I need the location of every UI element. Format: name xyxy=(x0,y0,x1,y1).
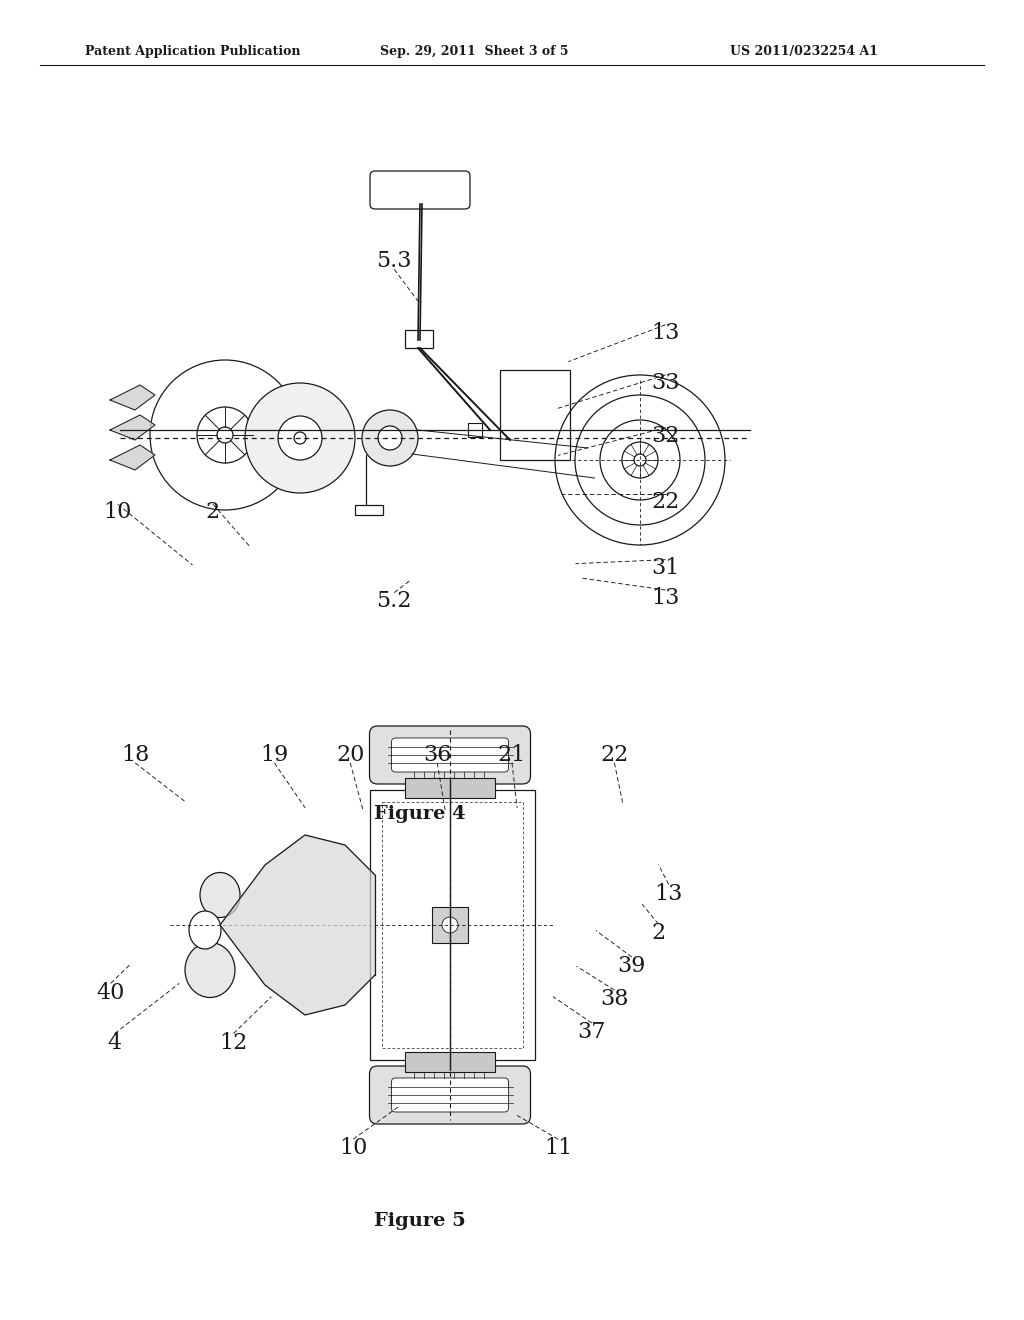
Polygon shape xyxy=(110,445,155,470)
Text: 2: 2 xyxy=(206,502,220,523)
Text: 22: 22 xyxy=(651,491,680,512)
Circle shape xyxy=(362,411,418,466)
Bar xyxy=(534,422,547,437)
Bar xyxy=(406,1052,495,1072)
Circle shape xyxy=(622,442,658,478)
Text: 2: 2 xyxy=(651,923,666,944)
Bar xyxy=(382,803,523,1048)
Text: 32: 32 xyxy=(651,425,680,446)
Text: 13: 13 xyxy=(651,322,680,343)
Ellipse shape xyxy=(200,873,240,917)
Text: 11: 11 xyxy=(544,1138,572,1159)
Text: 10: 10 xyxy=(103,502,132,523)
Text: 13: 13 xyxy=(651,587,680,609)
Text: 18: 18 xyxy=(121,744,150,766)
Text: 40: 40 xyxy=(96,982,125,1003)
Text: 4: 4 xyxy=(108,1032,122,1053)
Bar xyxy=(500,370,570,459)
Text: 37: 37 xyxy=(578,1022,606,1043)
Text: 13: 13 xyxy=(654,883,683,904)
Circle shape xyxy=(217,426,233,444)
Circle shape xyxy=(245,383,355,492)
Ellipse shape xyxy=(189,911,221,949)
Text: 21: 21 xyxy=(498,744,526,766)
Text: Figure 4: Figure 4 xyxy=(374,805,466,824)
Polygon shape xyxy=(220,836,375,1015)
Circle shape xyxy=(378,426,402,450)
Circle shape xyxy=(278,416,322,459)
Polygon shape xyxy=(110,385,155,411)
Bar xyxy=(355,506,383,515)
Text: 39: 39 xyxy=(617,956,646,977)
Text: 5.3: 5.3 xyxy=(377,251,412,272)
Text: 31: 31 xyxy=(651,557,680,578)
Text: 33: 33 xyxy=(651,372,680,393)
Circle shape xyxy=(634,454,646,466)
Text: 12: 12 xyxy=(219,1032,248,1053)
Text: 19: 19 xyxy=(260,744,289,766)
Bar xyxy=(432,907,468,942)
FancyBboxPatch shape xyxy=(370,1067,530,1125)
Bar xyxy=(406,777,495,799)
FancyBboxPatch shape xyxy=(370,172,470,209)
Circle shape xyxy=(294,432,306,444)
FancyBboxPatch shape xyxy=(391,738,509,772)
Text: 10: 10 xyxy=(339,1138,368,1159)
Text: 22: 22 xyxy=(600,744,629,766)
Bar xyxy=(370,789,535,1060)
FancyBboxPatch shape xyxy=(391,1078,509,1111)
Text: 38: 38 xyxy=(600,989,629,1010)
Text: Patent Application Publication: Patent Application Publication xyxy=(85,45,300,58)
Text: 20: 20 xyxy=(336,744,365,766)
Bar xyxy=(468,422,482,437)
Bar xyxy=(406,330,433,348)
FancyBboxPatch shape xyxy=(370,726,530,784)
Text: Figure 5: Figure 5 xyxy=(374,1212,466,1230)
Text: 5.2: 5.2 xyxy=(377,590,412,611)
Polygon shape xyxy=(110,414,155,440)
Circle shape xyxy=(442,917,458,933)
Text: Sep. 29, 2011  Sheet 3 of 5: Sep. 29, 2011 Sheet 3 of 5 xyxy=(380,45,568,58)
Text: US 2011/0232254 A1: US 2011/0232254 A1 xyxy=(730,45,878,58)
Text: 36: 36 xyxy=(423,744,452,766)
Ellipse shape xyxy=(185,942,234,998)
